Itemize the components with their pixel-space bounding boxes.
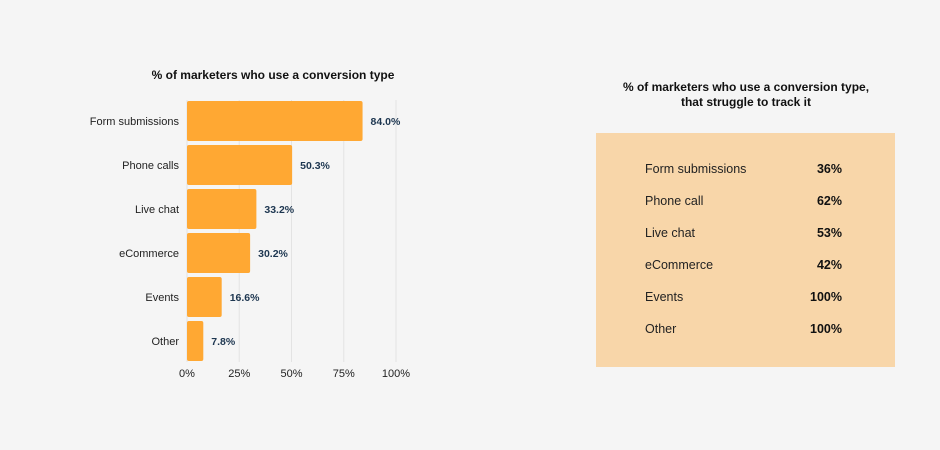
table-row: eCommerce 42% (596, 258, 895, 278)
table-row-label: Form submissions (645, 162, 747, 176)
x-tick-label: 0% (179, 368, 195, 380)
value-label: 50.3% (300, 160, 330, 172)
table-row: Events 100% (596, 290, 895, 310)
table-row-label: Live chat (645, 226, 696, 240)
table-row-label: eCommerce (645, 258, 714, 272)
bar (187, 321, 204, 361)
value-label: 33.2% (264, 204, 294, 216)
bar (187, 101, 363, 141)
table-row-value: 100% (810, 322, 842, 336)
table-row-value: 100% (810, 290, 842, 304)
table-row: Form submissions 36% (596, 162, 895, 182)
table-row: Other 100% (596, 322, 895, 342)
struggle-table: Form submissions 36% Phone call 62% Live… (596, 133, 895, 367)
table-row-label: Other (645, 322, 677, 336)
table-title-line-1: % of marketers who use a conversion type… (622, 80, 870, 94)
category-label: Phone calls (122, 160, 179, 172)
bar (187, 145, 293, 185)
bar-chart: % of marketers who use a conversion type… (90, 68, 411, 380)
table-row: Live chat 53% (596, 226, 895, 246)
table-row-value: 53% (816, 226, 842, 240)
bar (187, 189, 257, 229)
table-row: Phone call 62% (596, 194, 895, 214)
bar-chart-svg: % of marketers who use a conversion type… (90, 68, 411, 380)
table-row-value: 42% (816, 258, 842, 272)
category-label: Events (145, 292, 179, 304)
table-title: % of marketers who use a conversion type… (596, 80, 896, 110)
value-label: 7.8% (211, 336, 236, 348)
value-label: 84.0% (371, 116, 401, 128)
struggle-table-panel: % of marketers who use a conversion type… (596, 80, 896, 367)
category-label: eCommerce (119, 248, 179, 260)
table-row-value: 62% (816, 194, 842, 208)
chart-title: % of marketers who use a conversion type (152, 68, 395, 82)
bar (187, 277, 222, 317)
value-label: 16.6% (230, 292, 260, 304)
x-tick-label: 75% (333, 368, 355, 380)
table-row-label: Events (645, 290, 684, 304)
value-label: 30.2% (258, 248, 288, 260)
x-tick-label: 50% (280, 368, 302, 380)
table-row-value: 36% (816, 162, 842, 176)
x-tick-label: 25% (228, 368, 250, 380)
table-title-line-2: that struggle to track it (680, 95, 811, 109)
bar (187, 233, 251, 273)
category-label: Other (151, 336, 179, 348)
table-row-label: Phone call (645, 194, 704, 208)
category-label: Form submissions (90, 116, 180, 128)
x-tick-label: 100% (382, 368, 410, 380)
category-label: Live chat (135, 204, 179, 216)
